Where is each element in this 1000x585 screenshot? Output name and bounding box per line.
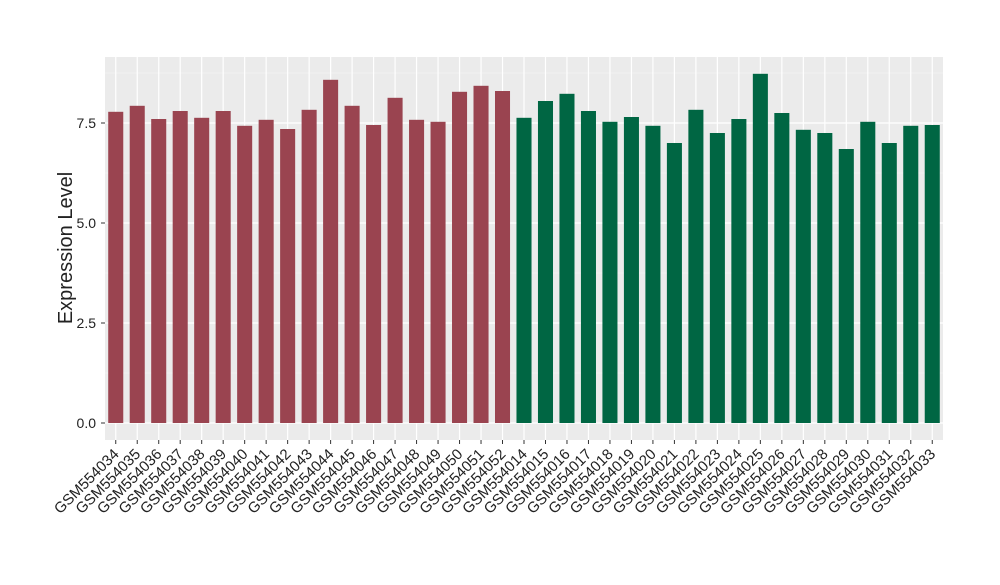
bar <box>688 109 704 424</box>
y-tick-label: 2.5 <box>77 315 97 331</box>
bar <box>666 143 682 423</box>
bar <box>194 117 210 424</box>
bar <box>258 119 274 424</box>
bar <box>344 105 360 424</box>
y-tick-label: 5.0 <box>77 215 97 231</box>
bar <box>731 119 747 423</box>
bar <box>623 117 639 423</box>
bar <box>494 91 511 423</box>
bar <box>172 111 188 423</box>
bar <box>323 79 339 424</box>
bar <box>774 113 790 423</box>
bar <box>129 105 145 424</box>
bar <box>752 73 768 424</box>
y-tick-label: 7.5 <box>77 115 97 131</box>
y-tick-label: 0.0 <box>77 415 97 431</box>
bar <box>387 97 403 424</box>
bar <box>602 121 618 424</box>
bar <box>151 119 167 423</box>
bar <box>537 101 554 423</box>
bar <box>108 111 124 424</box>
bar <box>430 121 446 424</box>
bar <box>645 125 661 424</box>
bar <box>559 93 575 424</box>
bar <box>838 149 854 423</box>
bar <box>409 119 425 424</box>
bar <box>903 125 919 424</box>
bar <box>280 129 296 423</box>
bar <box>881 143 897 423</box>
bar <box>860 121 876 424</box>
y-axis-title: Expression Level <box>55 172 77 324</box>
bar <box>580 111 596 423</box>
bar <box>516 117 532 424</box>
bar <box>924 125 940 423</box>
bar <box>452 91 468 424</box>
bar <box>817 133 833 423</box>
bar <box>237 125 253 424</box>
bar <box>709 133 725 423</box>
bar <box>301 109 317 424</box>
bar <box>215 111 231 423</box>
bar <box>473 85 489 424</box>
bar <box>795 129 811 424</box>
bar <box>366 125 382 423</box>
